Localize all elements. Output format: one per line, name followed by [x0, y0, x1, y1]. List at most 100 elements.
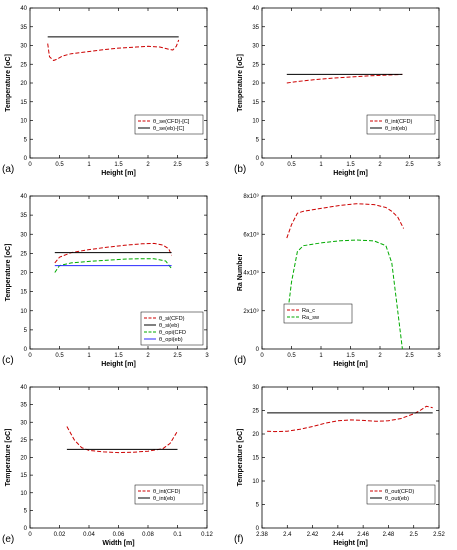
- panel-a-xtick-label-3: 1.5: [114, 162, 123, 168]
- panel-e-xtick-label-3: 0.06: [113, 532, 125, 538]
- panel-a-series-group: [47, 36, 180, 61]
- panel-b-ylabel: Temperature [oC]: [237, 54, 244, 112]
- panel-e-ytick-label-0: 0: [24, 526, 28, 532]
- panel-b-ytick-label-4: 20: [252, 81, 259, 87]
- panel-f-legend-box: [366, 484, 436, 505]
- panel-d-xtick-label-1: 0.5: [287, 353, 296, 359]
- panel-a-xtick-label-4: 2: [146, 162, 150, 168]
- panel-d-ytick-label-3: 6x10⁹: [243, 231, 259, 238]
- panel-c-ytick-label-2: 10: [20, 309, 27, 315]
- panel-c-legend-label-3: θ_opi(eb): [159, 337, 183, 343]
- panel-e-panel-label: (e): [2, 534, 14, 545]
- panel-e-xtick-label-4: 0.08: [142, 532, 154, 538]
- panel-f-series-group: [267, 405, 433, 433]
- panel-a-xtick-label-0: 0: [28, 162, 32, 168]
- panel-b-series-group: [286, 73, 403, 84]
- panel-a-ytick-label-7: 35: [20, 25, 27, 31]
- panel-f-xtick-label-5: 2.48: [383, 532, 395, 538]
- panel-d-legend-label-0: Ra_c: [302, 308, 315, 314]
- panel-c-legend-label-0: θ_si(CFD): [159, 316, 185, 322]
- panel-f-xtick-label-6: 2.5: [410, 532, 419, 538]
- panel-c-ylabel: Temperature [oC]: [5, 244, 12, 302]
- panel-e-ytick-label-3: 15: [20, 473, 27, 479]
- panel-b-xtick-label-0: 0: [260, 162, 264, 168]
- panel-b-series-0-line: [286, 73, 403, 84]
- panel-f-xtick-label-7: 2.52: [433, 532, 445, 538]
- panel-d-series-1-line: [286, 239, 403, 349]
- panel-d-ytick-label-1: 2x10⁹: [243, 308, 259, 315]
- panel-f-frame: [261, 386, 440, 529]
- panel-b-ytick-label-7: 35: [252, 25, 259, 31]
- panel-e-xtick-label-0: 0: [28, 532, 32, 538]
- panel-d-legend-box: [283, 303, 353, 324]
- panel-a-xtick-label-5: 2.5: [173, 162, 182, 168]
- panel-b-legend-label-0: θ_int(CFD): [385, 119, 412, 125]
- panel-f-series-0-line: [267, 405, 433, 433]
- panel-b-panel-label: (b): [234, 164, 246, 175]
- panel-b-legend-box: [366, 114, 436, 135]
- panel-c-ytick-label-6: 30: [20, 232, 27, 238]
- panel-a-legend-label-1: θ_se(eb)-[C]: [153, 126, 185, 132]
- panel-c-xtick-label-4: 2: [146, 353, 150, 359]
- panel-d-xtick-label-6: 3: [437, 353, 441, 359]
- panel-a-ytick-label-1: 5: [24, 137, 28, 143]
- panel-d-xlabel: Height [m]: [333, 361, 368, 368]
- panel-b-xtick-label-6: 3: [437, 162, 441, 168]
- panel-b-ytick-label-0: 0: [256, 156, 260, 162]
- panel-e-ytick-label-1: 5: [24, 508, 28, 514]
- panel-c-series-group: [54, 242, 173, 273]
- panel-f-xlabel: Height [m]: [333, 540, 368, 547]
- panel-b-ytick-label-5: 25: [252, 62, 259, 68]
- panel-c-ytick-label-5: 25: [20, 251, 27, 257]
- panel-c-ytick-label-4: 20: [20, 271, 27, 277]
- panel-d-ytick-label-0: 0: [256, 347, 260, 353]
- panel-a-legend-label-0: θ_se(CFD)-[C]: [153, 119, 190, 125]
- panel-a-ytick-label-5: 25: [20, 62, 27, 68]
- panel-c-panel-label: (c): [2, 355, 14, 366]
- panel-f-ytick-label-6: 30: [252, 385, 259, 391]
- panel-a-legend-box: [134, 114, 204, 135]
- panel-e-xtick-label-6: 0.12: [201, 532, 213, 538]
- panel-c-xtick-label-2: 1: [87, 353, 91, 359]
- panel-c-ytick-label-7: 35: [20, 213, 27, 219]
- panel-d-ytick-label-4: 8x10⁹: [243, 193, 259, 200]
- panel-c-xlabel: Height [m]: [101, 361, 136, 368]
- panel-c-xtick-label-5: 2.5: [173, 353, 182, 359]
- panel-c-legend-label-2: θ_opi(CFD: [159, 330, 186, 336]
- panel-d-xtick-label-5: 2.5: [405, 353, 414, 359]
- panel-d-xtick-label-2: 1: [319, 353, 323, 359]
- panel-c-series-0-line: [54, 242, 173, 264]
- panel-b-xtick-label-1: 0.5: [287, 162, 296, 168]
- panel-f-ytick-label-2: 10: [252, 479, 259, 485]
- panel-a-panel-label: (a): [2, 164, 14, 175]
- panel-b-ytick-label-6: 30: [252, 44, 259, 50]
- panel-e: 0 0.02 0.04 0.06 0.08 0.1 0.12 0 5 10 15 20 25 30 35 40…: [2, 385, 213, 547]
- panel-b-xlabel: Height [m]: [333, 170, 368, 177]
- panel-c-xtick-label-1: 0.5: [55, 353, 64, 359]
- panel-e-ytick-label-6: 30: [20, 420, 27, 426]
- panel-d: 0 0.5 1 1.5 2 2.5 3 0 2x10⁹ 4x10⁹ 6x10⁹ 8x10⁹ Height…: [234, 193, 441, 368]
- panel-b-xtick-label-4: 2: [378, 162, 382, 168]
- panel-e-legend-label-1: θ_int(eb): [153, 496, 175, 502]
- panel-b-ytick-label-8: 40: [252, 6, 259, 12]
- panel-d-series-0-line: [286, 203, 405, 239]
- panel-c-ytick-label-0: 0: [24, 347, 28, 353]
- panel-d-xtick-label-3: 1.5: [346, 353, 355, 359]
- panel-f-ytick-label-4: 20: [252, 432, 259, 438]
- panel-b-legend-label-1: θ_int(eb): [385, 126, 407, 132]
- panel-d-xtick-label-4: 2: [378, 353, 382, 359]
- panel-c-legend-label-1: θ_si(eb): [159, 323, 179, 329]
- panel-a-xtick-label-1: 0.5: [55, 162, 64, 168]
- panel-b-xtick-label-3: 1.5: [346, 162, 355, 168]
- panel-a-xlabel: Height [m]: [101, 170, 136, 177]
- panel-f-legend-label-0: θ_out(CFD): [385, 489, 414, 495]
- panel-a-xtick-label-6: 3: [205, 162, 209, 168]
- panel-c-ytick-label-1: 5: [24, 328, 28, 334]
- panel-d-panel-label: (d): [234, 355, 246, 366]
- panel-f-xtick-label-4: 2.46: [357, 532, 369, 538]
- panel-d-legend-label-1: Ra_sw: [302, 315, 320, 321]
- panel-e-ytick-label-4: 20: [20, 456, 27, 462]
